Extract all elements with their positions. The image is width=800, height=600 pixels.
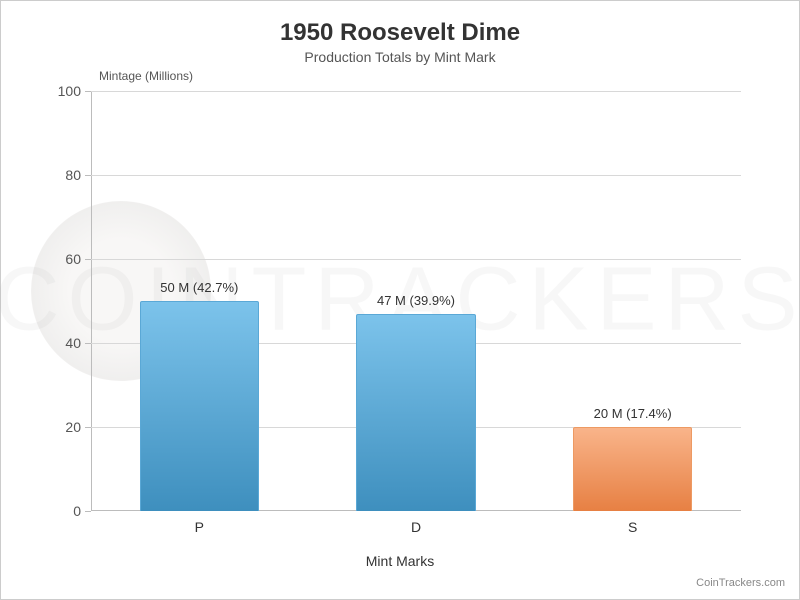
plot-area: 02040608010050 M (42.7%)P47 M (39.9%)D20… [91,91,741,511]
bar-label: 47 M (39.9%) [377,293,455,308]
attribution-text: CoinTrackers.com [696,577,785,589]
bar-s [573,427,692,511]
bar-label: 50 M (42.7%) [160,280,238,295]
y-tick-label: 40 [65,335,81,351]
grid-line [91,259,741,260]
bar-p [140,301,259,511]
grid-line [91,175,741,176]
y-tick-label: 0 [73,503,81,519]
y-tick [85,259,91,260]
y-tick [85,427,91,428]
x-tick-label: S [628,519,637,535]
y-tick [85,175,91,176]
grid-line [91,91,741,92]
x-tick-label: D [411,519,421,535]
y-tick [85,511,91,512]
y-tick-label: 20 [65,419,81,435]
y-tick-label: 80 [65,167,81,183]
y-tick-label: 100 [58,83,81,99]
y-axis-line [91,91,92,511]
x-tick-label: P [195,519,204,535]
y-axis-label: Mintage (Millions) [99,69,193,83]
y-tick [85,343,91,344]
y-tick-label: 60 [65,251,81,267]
chart-title: 1950 Roosevelt Dime [1,1,799,47]
x-axis-label: Mint Marks [366,553,434,569]
bar-d [356,314,475,511]
y-tick [85,91,91,92]
bar-label: 20 M (17.4%) [594,406,672,421]
chart-subtitle: Production Totals by Mint Mark [1,49,799,65]
chart-container: COINTRACKERS 1950 Roosevelt Dime Product… [0,0,800,600]
